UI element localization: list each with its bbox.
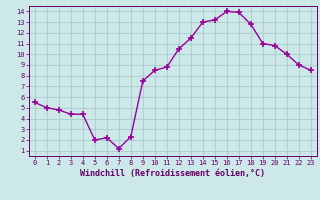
X-axis label: Windchill (Refroidissement éolien,°C): Windchill (Refroidissement éolien,°C) [80, 169, 265, 178]
